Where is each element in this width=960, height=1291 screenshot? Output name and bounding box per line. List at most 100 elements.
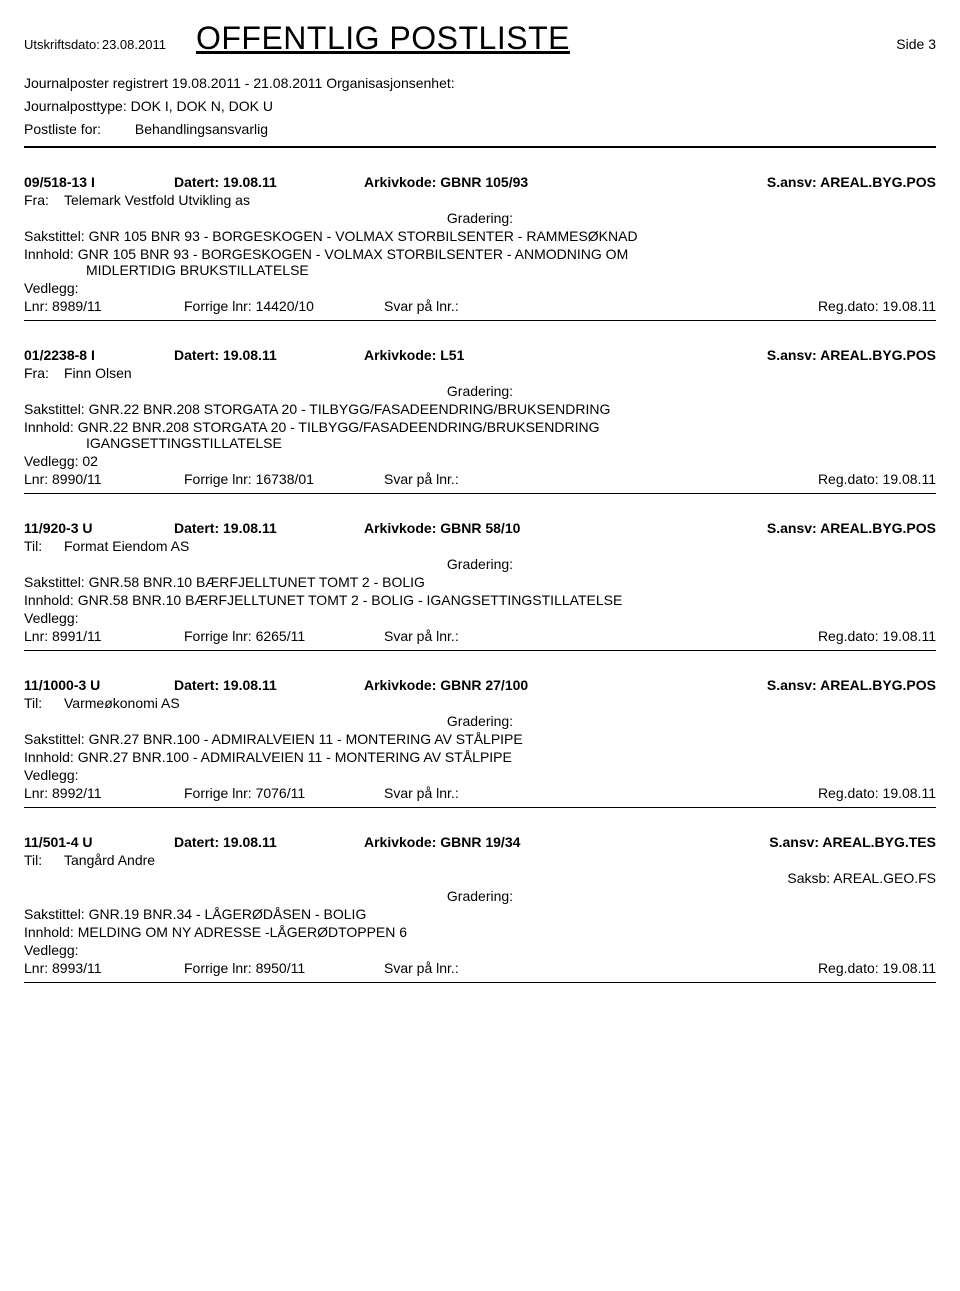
journal-registered-label: Journalposter registrert: [24, 75, 168, 91]
subheader: Journalposter registrert 19.08.2011 - 21…: [24, 73, 936, 140]
entry-lnr: Lnr: 8990/11: [24, 471, 184, 487]
entry-divider: [24, 982, 936, 983]
entry-vedlegg: Vedlegg:: [24, 767, 936, 783]
entry-datert: Datert: 19.08.11: [174, 174, 324, 190]
journal-registered-range: 19.08.2011 - 21.08.2011: [172, 75, 323, 91]
entry-divider: [24, 320, 936, 321]
print-date-value: 23.08.2011: [102, 37, 166, 52]
entry-gradering: Gradering:: [24, 383, 936, 399]
entry-lnr-line: Lnr: 8993/11Forrige lnr: 8950/11Svar på …: [24, 960, 936, 976]
entry-sansv: S.ansv: AREAL.BYG.POS: [767, 677, 936, 693]
org-unit-label: Organisasjonsenhet:: [326, 75, 454, 91]
journal-entry: 09/518-13 I Datert: 19.08.11 Arkivkode: GB…: [24, 174, 936, 314]
entry-ref: 09/518-13 I: [24, 174, 134, 190]
entry-header-line: 11/920-3 U Datert: 19.08.11 Arkivkode: GBN…: [24, 520, 936, 536]
header-divider: [24, 146, 936, 148]
entry-innhold-cont: MIDLERTIDIG BRUKSTILLATELSE: [86, 262, 936, 278]
entry-vedlegg: Vedlegg: 02: [24, 453, 936, 469]
entry-gradering: Gradering:: [24, 713, 936, 729]
party-name: Varmeøkonomi AS: [64, 695, 180, 711]
entry-saksb: Saksb: AREAL.GEO.FS: [24, 870, 936, 886]
entry-arkivkode: Arkivkode: GBNR 58/10: [364, 520, 520, 536]
entry-sansv: S.ansv: AREAL.BYG.POS: [767, 347, 936, 363]
entry-party: Fra:Telemark Vestfold Utvikling as: [24, 192, 936, 208]
entry-party: Fra:Finn Olsen: [24, 365, 936, 381]
party-label: Fra:: [24, 192, 64, 208]
entry-lnr-line: Lnr: 8992/11Forrige lnr: 7076/11Svar på …: [24, 785, 936, 801]
entry-sakstittel: Sakstittel: GNR.58 BNR.10 BÆRFJELLTUNET …: [24, 574, 936, 590]
subheader-line2: Journalposttype: DOK I, DOK N, DOK U: [24, 96, 936, 117]
journal-entry: 01/2238-8 I Datert: 19.08.11 Arkivkode: L5…: [24, 347, 936, 487]
entry-ref: 01/2238-8 I: [24, 347, 134, 363]
entry-arkivkode: Arkivkode: GBNR 19/34: [364, 834, 520, 850]
entry-ref: 11/920-3 U: [24, 520, 134, 536]
entry-forrige: Forrige lnr: 6265/11: [184, 628, 384, 644]
entry-innhold: Innhold: GNR.27 BNR.100 - ADMIRALVEIEN 1…: [24, 749, 936, 765]
journal-posttype-value: DOK I, DOK N, DOK U: [131, 98, 273, 114]
entry-sansv: S.ansv: AREAL.BYG.POS: [767, 520, 936, 536]
entry-ref: 11/501-4 U: [24, 834, 134, 850]
journal-entry: 11/920-3 U Datert: 19.08.11 Arkivkode: GBN…: [24, 520, 936, 644]
entry-innhold: Innhold: GNR.58 BNR.10 BÆRFJELLTUNET TOM…: [24, 592, 936, 608]
print-date-label: Utskriftsdato:: [24, 37, 100, 52]
entry-svar: Svar på lnr.:: [384, 471, 584, 487]
entry-divider: [24, 650, 936, 651]
party-name: Tangård Andre: [64, 852, 155, 868]
entry-regdato: Reg.dato: 19.08.11: [818, 298, 936, 314]
entry-arkivkode: Arkivkode: GBNR 27/100: [364, 677, 528, 693]
party-name: Finn Olsen: [64, 365, 132, 381]
entry-party: Til:Format Eiendom AS: [24, 538, 936, 554]
entry-sakstittel: Sakstittel: GNR.19 BNR.34 - LÅGERØDÅSEN …: [24, 906, 936, 922]
entry-lnr: Lnr: 8991/11: [24, 628, 184, 644]
party-label: Til:: [24, 852, 64, 868]
party-name: Telemark Vestfold Utvikling as: [64, 192, 250, 208]
entry-arkivkode: Arkivkode: L51: [364, 347, 464, 363]
entry-header-line: 11/1000-3 U Datert: 19.08.11 Arkivkode: GB…: [24, 677, 936, 693]
entry-header-line: 09/518-13 I Datert: 19.08.11 Arkivkode: GB…: [24, 174, 936, 190]
entry-svar: Svar på lnr.:: [384, 628, 584, 644]
entry-lnr-line: Lnr: 8991/11Forrige lnr: 6265/11Svar på …: [24, 628, 936, 644]
entry-vedlegg: Vedlegg:: [24, 280, 936, 296]
entry-lnr-line: Lnr: 8990/11Forrige lnr: 16738/01Svar på…: [24, 471, 936, 487]
entry-sakstittel: Sakstittel: GNR.22 BNR.208 STORGATA 20 -…: [24, 401, 936, 417]
entry-innhold: Innhold: GNR.22 BNR.208 STORGATA 20 - TI…: [24, 419, 936, 435]
entry-datert: Datert: 19.08.11: [174, 520, 324, 536]
entry-regdato: Reg.dato: 19.08.11: [818, 960, 936, 976]
entry-vedlegg: Vedlegg:: [24, 610, 936, 626]
entry-vedlegg: Vedlegg:: [24, 942, 936, 958]
postliste-for-label: Postliste for:: [24, 121, 101, 137]
entry-ref: 11/1000-3 U: [24, 677, 134, 693]
entry-regdato: Reg.dato: 19.08.11: [818, 785, 936, 801]
entry-header-line: 01/2238-8 I Datert: 19.08.11 Arkivkode: L5…: [24, 347, 936, 363]
entry-lnr: Lnr: 8989/11: [24, 298, 184, 314]
entry-lnr: Lnr: 8992/11: [24, 785, 184, 801]
entry-datert: Datert: 19.08.11: [174, 834, 324, 850]
party-name: Format Eiendom AS: [64, 538, 189, 554]
entry-forrige: Forrige lnr: 16738/01: [184, 471, 384, 487]
party-label: Fra:: [24, 365, 64, 381]
entry-innhold: Innhold: GNR 105 BNR 93 - BORGESKOGEN - …: [24, 246, 936, 262]
entry-datert: Datert: 19.08.11: [174, 347, 324, 363]
journal-posttype-label: Journalposttype:: [24, 98, 127, 114]
entry-arkivkode: Arkivkode: GBNR 105/93: [364, 174, 528, 190]
entry-svar: Svar på lnr.:: [384, 785, 584, 801]
party-label: Til:: [24, 538, 64, 554]
entry-gradering: Gradering:: [24, 556, 936, 572]
page-number: Side 3: [896, 36, 936, 52]
entry-regdato: Reg.dato: 19.08.11: [818, 628, 936, 644]
entry-header-line: 11/501-4 U Datert: 19.08.11 Arkivkode: GBN…: [24, 834, 936, 850]
entry-forrige: Forrige lnr: 7076/11: [184, 785, 384, 801]
entry-innhold: Innhold: MELDING OM NY ADRESSE -LÅGERØDT…: [24, 924, 936, 940]
entry-innhold-cont: IGANGSETTINGSTILLATELSE: [86, 435, 936, 451]
journal-entry: 11/1000-3 U Datert: 19.08.11 Arkivkode: GB…: [24, 677, 936, 801]
entry-divider: [24, 807, 936, 808]
entry-sakstittel: Sakstittel: GNR 105 BNR 93 - BORGESKOGEN…: [24, 228, 936, 244]
entry-sansv: S.ansv: AREAL.BYG.POS: [767, 174, 936, 190]
entry-datert: Datert: 19.08.11: [174, 677, 324, 693]
page-header: Utskriftsdato: 23.08.2011 OFFENTLIG POST…: [24, 20, 936, 57]
subheader-line3: Postliste for: Behandlingsansvarlig: [24, 119, 936, 140]
entry-sakstittel: Sakstittel: GNR.27 BNR.100 - ADMIRALVEIE…: [24, 731, 936, 747]
entry-forrige: Forrige lnr: 8950/11: [184, 960, 384, 976]
entry-svar: Svar på lnr.:: [384, 960, 584, 976]
entry-gradering: Gradering:: [24, 888, 936, 904]
